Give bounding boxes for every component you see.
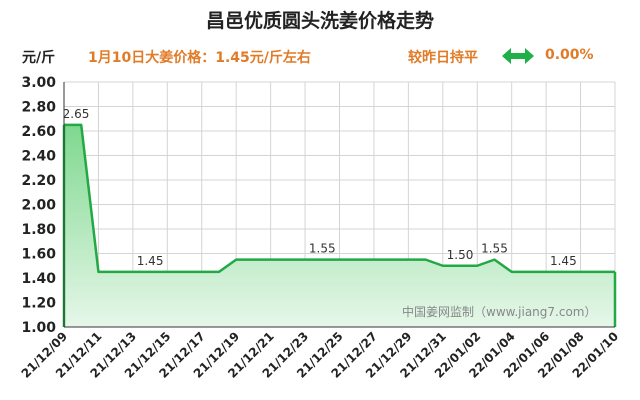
y-tick-label: 2.80 <box>21 100 56 116</box>
area-fill <box>64 124 615 327</box>
y-tick-label: 2.40 <box>21 149 56 165</box>
series-line-path <box>64 123 615 274</box>
data-label: 1.55 <box>309 242 336 256</box>
x-tick-labels: 21/12/0921/12/1121/12/1321/12/1521/12/17… <box>19 329 622 381</box>
y-tick-label: 2.60 <box>21 124 56 140</box>
axes <box>63 82 615 328</box>
data-label: 1.55 <box>481 242 508 256</box>
area-shape <box>64 124 615 327</box>
y-axis-unit: 元/斤 <box>22 50 56 66</box>
change-value: 0.00% <box>545 47 594 63</box>
y-tick-label: 1.00 <box>21 320 56 336</box>
watermark: 中国姜网监制（www.jiang7.com） <box>402 304 596 319</box>
data-label: 1.45 <box>137 254 164 268</box>
data-labels: 2.65 1.45 1.55 1.50 1.55 1.45 <box>63 107 577 268</box>
y-tick-labels: 1.00 1.20 1.40 1.60 1.80 2.00 2.20 2.40 2.60 2.80… <box>21 75 56 336</box>
y-tick-label: 1.60 <box>21 247 56 263</box>
change-label: 较昨日持平 <box>408 50 478 66</box>
y-tick-label: 2.00 <box>21 198 56 214</box>
y-tick-label: 1.40 <box>21 271 56 287</box>
data-label: 1.50 <box>447 248 474 262</box>
double-arrow-icon <box>502 48 534 64</box>
chart-title: 昌邑优质圆头洗姜价格走势 <box>205 10 434 32</box>
y-tick-label: 3.00 <box>21 75 56 91</box>
price-note: 1月10日大姜价格：1.45元/斤左右 <box>88 50 311 66</box>
y-tick-label: 2.20 <box>21 173 56 189</box>
y-tick-label: 1.80 <box>21 222 56 238</box>
data-label: 2.65 <box>63 107 90 121</box>
data-label: 1.45 <box>550 254 577 268</box>
y-tick-label: 1.20 <box>21 296 56 312</box>
